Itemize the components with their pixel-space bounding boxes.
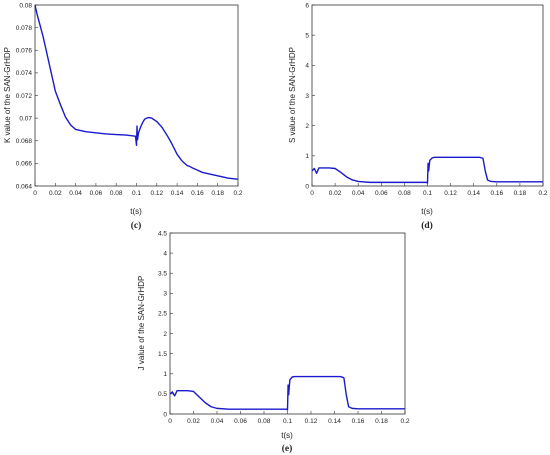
panel-c-ytick-label: 0.08: [19, 2, 32, 9]
panel-e-xtick-label: 0.16: [352, 418, 365, 425]
panel-c-xtick-label: 0.12: [150, 190, 163, 197]
panel-e-yticks: 0 0.5 1 1.5 2 2.5 3 3.5 4 4.5: [158, 230, 173, 418]
panel-c-ytick-label: 0.07: [19, 115, 32, 122]
panel-e: 0 0.02 0.04 0.06 0.08 0.1 0.12 0.14 0.16 0.18 0.2 …: [137, 230, 410, 454]
panel-e-xticks: 0 0.02 0.04 0.06 0.08 0.1 0.12 0.14 0.16 0.18 0.2: [168, 411, 410, 425]
panel-d-ylabel: S value of the SAN-GrHDP: [288, 47, 297, 143]
panel-e-ylabel: J value of the SAN-GrHDP: [137, 276, 146, 371]
panel-d-xtick-label: 0.02: [329, 190, 342, 197]
panel-e-xtick-label: 0.1: [283, 418, 292, 425]
panel-c-xticks: 0 0.02 0.04 0.06 0.08 0.1 0.12 0.14 0.16 0.18 0.2: [33, 183, 243, 197]
panel-e-series: [169, 375, 405, 411]
panel-c-ytick-label: 0.076: [16, 48, 33, 55]
panel-d-xtick-label: 0.16: [490, 190, 503, 197]
panel-c-yticks: 0.064 0.066 0.068 0.07 0.072 0.074 0.076 0.078 0…: [16, 2, 38, 190]
panel-e-xtick-label: 0.12: [305, 418, 318, 425]
panel-c-xtick-label: 0.16: [191, 190, 204, 197]
panel-e-xtick-label: 0.08: [258, 418, 271, 425]
panel-d: 0 0.02 0.04 0.06 0.08 0.1 0.12 0.14 0.16 0.18 0.2 …: [288, 2, 548, 231]
panel-e-ytick-label: 0.5: [158, 391, 167, 398]
panel-c-ytick-label: 0.074: [16, 70, 33, 77]
panel-c-ytick-label: 0.078: [16, 25, 33, 32]
panel-c-xlabel: t(s): [130, 207, 142, 216]
panel-c-xtick-label: 0.06: [90, 190, 103, 197]
panel-d-xtick-label: 0.1: [423, 190, 432, 197]
panel-c-xtick-label: 0.08: [110, 190, 123, 197]
panel-d-ytick-label: 0: [305, 183, 309, 190]
panel-c-ytick-label: 0.064: [16, 183, 33, 190]
panel-c-ylabel: K value of the SAN-GrHDP: [3, 47, 12, 143]
panel-e-xtick-label: 0.04: [211, 418, 224, 425]
panel-e-ytick-label: 4.5: [158, 230, 167, 237]
panel-e-xlabel: t(s): [281, 431, 293, 440]
panel-c-xtick-label: 0.04: [69, 190, 82, 197]
panel-d-series-line-0: [311, 156, 543, 184]
panel-d-xtick-label: 0.14: [467, 190, 480, 197]
panel-d-xticks: 0 0.02 0.04 0.06 0.08 0.1 0.12 0.14 0.16 0.18 0.2: [310, 183, 548, 197]
panel-c-label: (c): [131, 220, 142, 231]
panel-c-xtick-label: 0.02: [49, 190, 62, 197]
panel-c-ytick-label: 0.072: [16, 93, 33, 100]
panel-e-xtick-label: 0.02: [187, 418, 200, 425]
panel-d-xtick-label: 0.18: [514, 190, 527, 197]
panel-c-xtick-label: 0.1: [132, 190, 141, 197]
panel-c-series: [34, 4, 239, 180]
panel-e-ytick-label: 3.5: [158, 271, 167, 278]
panel-e-xtick-label: 0: [168, 418, 172, 425]
panel-c-xtick-label: 0.14: [171, 190, 184, 197]
panel-d-xtick-label: 0.06: [375, 190, 388, 197]
panel-e-ytick-label: 1.5: [158, 351, 167, 358]
panel-d-ytick-label: 4: [305, 63, 309, 70]
panel-e-xtick-label: 0.14: [328, 418, 341, 425]
panel-c-xtick-label: 0.18: [211, 190, 224, 197]
panel-d-xtick-label: 0.2: [538, 190, 547, 197]
panel-d-ytick-label: 3: [305, 93, 309, 100]
panel-d-ytick-label: 2: [305, 123, 309, 130]
panel-c-ytick-label: 0.066: [16, 161, 33, 168]
panel-d-xtick-label: 0: [310, 190, 314, 197]
panel-e-ytick-label: 2: [163, 331, 167, 338]
panel-c-xtick-label: 0.2: [233, 190, 242, 197]
panel-e-xtick-label: 0.18: [375, 418, 388, 425]
panel-c-plot-area: [34, 4, 239, 187]
panel-e-xtick-label: 0.06: [234, 418, 247, 425]
panel-d-yticks: 0 1 2 3 4 5 6: [305, 2, 315, 190]
panel-e-ytick-label: 4: [163, 250, 167, 257]
panel-e-label: (e): [282, 443, 293, 454]
panel-c-series-line-0: [34, 4, 239, 180]
panel-e-ytick-label: 2.5: [158, 311, 167, 318]
panel-c-xtick-label: 0: [33, 190, 37, 197]
panel-d-xlabel: t(s): [421, 207, 433, 216]
panel-d-xtick-label: 0.04: [352, 190, 365, 197]
panel-d-ytick-label: 5: [305, 32, 309, 39]
panel-d-ytick-label: 1: [305, 153, 309, 160]
panel-d-plot-area: [311, 4, 544, 187]
panel-c: 0 0.02 0.04 0.06 0.08 0.1 0.12 0.14 0.16 0.18 0.2 …: [3, 2, 243, 231]
panel-e-ytick-label: 0: [163, 411, 167, 418]
panel-e-series-line-0: [169, 375, 405, 411]
panel-e-xtick-label: 0.2: [400, 418, 409, 425]
panel-d-ytick-label: 6: [305, 2, 309, 9]
panel-d-series: [311, 156, 543, 184]
panel-e-ytick-label: 3: [163, 291, 167, 298]
panel-d-label: (d): [421, 220, 433, 231]
panel-d-xtick-label: 0.08: [398, 190, 411, 197]
panel-c-ytick-label: 0.068: [16, 138, 33, 145]
panel-e-ytick-label: 1: [163, 371, 167, 378]
panel-d-xtick-label: 0.12: [444, 190, 457, 197]
